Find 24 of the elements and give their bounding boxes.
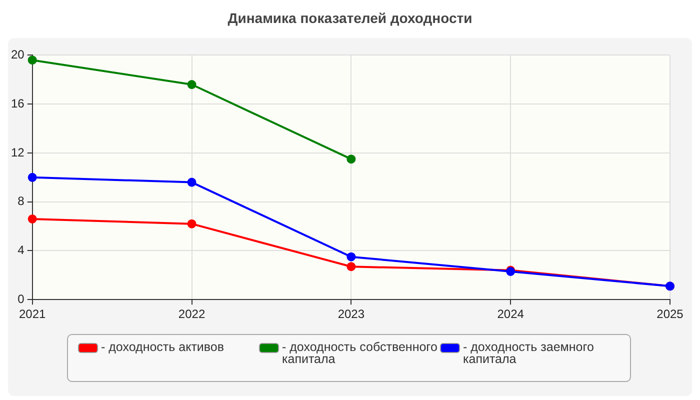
point	[346, 154, 356, 164]
point	[187, 219, 196, 228]
y-tick-label: 8	[18, 194, 25, 208]
point	[187, 80, 196, 90]
x-tick-label: 2024	[497, 307, 524, 322]
x-tick-label: 2021	[18, 307, 46, 322]
y-tick-label: 16	[10, 96, 25, 110]
y-tick-label: 12	[10, 145, 25, 160]
point	[28, 214, 37, 224]
point	[28, 172, 37, 182]
point	[187, 178, 196, 187]
point	[28, 56, 37, 65]
x-tick-label: 2022	[178, 307, 206, 322]
point	[346, 252, 356, 262]
legend-label: - доходность активов	[101, 340, 224, 354]
legend-label: - доходность собственного капитала	[282, 340, 438, 366]
y-tick-label: 4	[18, 243, 25, 258]
legend-label: - доходность заемного капитала	[463, 340, 595, 366]
chart-title: Динамика показателей доходности	[226, 10, 474, 26]
x-tick-label: 2025	[656, 307, 684, 322]
y-tick-label: 0	[18, 292, 25, 306]
point	[346, 262, 356, 272]
x-tick-label: 2023	[338, 307, 365, 322]
y-tick-label: 20	[10, 48, 25, 62]
